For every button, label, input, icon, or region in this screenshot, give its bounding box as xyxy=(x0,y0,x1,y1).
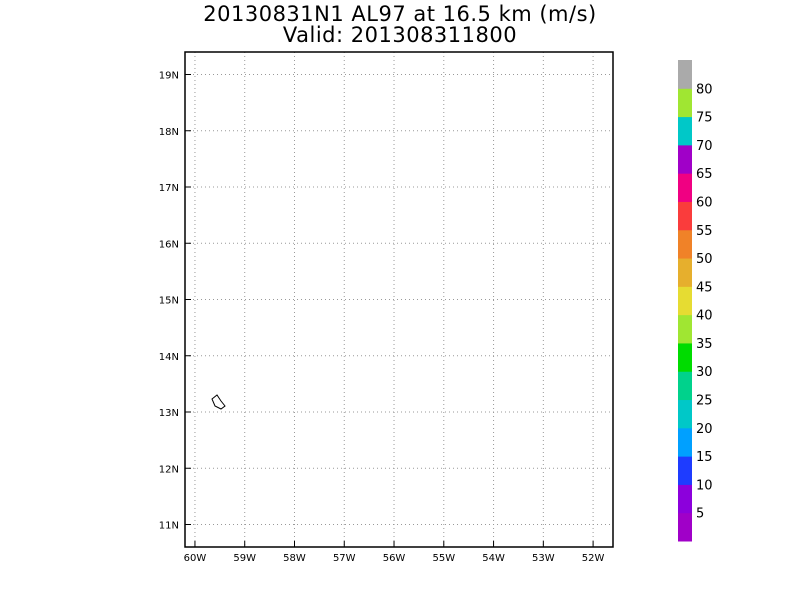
colorbar-swatch xyxy=(678,173,692,202)
lat-tick-label: 17N xyxy=(159,183,179,194)
colorbar-label: 60 xyxy=(696,195,713,210)
colorbar-label: 35 xyxy=(696,337,713,352)
lat-tick-label: 14N xyxy=(159,352,179,363)
colorbar-swatch xyxy=(678,512,692,542)
map-grid xyxy=(185,52,613,547)
latitude-ticks: 11N 12N 13N 14N 15N 16N 17N 18N 19N xyxy=(159,71,191,532)
colorbar-swatch xyxy=(678,456,692,485)
lon-tick-label: 53W xyxy=(532,553,555,564)
colorbar-swatch xyxy=(678,258,692,287)
lat-tick-label: 11N xyxy=(159,521,179,532)
colorbar-label: 75 xyxy=(696,111,713,126)
colorbar-label: 40 xyxy=(696,309,713,324)
colorbar-swatch xyxy=(678,116,692,146)
lon-tick-label: 60W xyxy=(184,553,207,564)
colorbar-swatch xyxy=(678,342,692,372)
colorbar-swatch xyxy=(678,88,692,118)
colorbar-swatch xyxy=(678,144,692,174)
colorbar-label: 80 xyxy=(696,82,713,97)
lat-tick-label: 18N xyxy=(159,127,179,138)
lat-tick-label: 13N xyxy=(159,408,179,419)
colorbar-label: 70 xyxy=(696,139,713,154)
colorbar-label: 65 xyxy=(696,167,713,182)
lon-tick-label: 57W xyxy=(333,553,356,564)
colorbar-swatch xyxy=(678,399,692,429)
longitude-ticks: 60W 59W 58W 57W 56W 55W 54W 53W 52W xyxy=(184,541,605,564)
colorbar-label: 55 xyxy=(696,224,713,239)
chart-title: 20130831N1 AL97 at 16.5 km (m/s) xyxy=(203,2,597,26)
lon-tick-label: 56W xyxy=(383,553,406,564)
colorbar: 5 10 15 20 25 30 35 40 45 50 55 60 65 70 75 80 xyxy=(678,60,713,542)
lon-tick-label: 52W xyxy=(582,553,605,564)
colorbar-swatch xyxy=(678,484,692,514)
lon-tick-label: 55W xyxy=(432,553,455,564)
lat-tick-label: 12N xyxy=(159,464,179,475)
colorbar-swatch xyxy=(678,201,692,231)
colorbar-label: 20 xyxy=(696,422,713,437)
barbados-island-outline xyxy=(211,394,226,410)
colorbar-swatch xyxy=(678,427,692,457)
colorbar-swatch xyxy=(678,229,692,259)
colorbar-label: 45 xyxy=(696,280,713,295)
colorbar-label: 15 xyxy=(696,450,713,465)
lat-tick-label: 19N xyxy=(159,71,179,82)
colorbar-swatch xyxy=(678,60,692,89)
colorbar-swatch xyxy=(678,371,692,401)
lon-tick-label: 59W xyxy=(233,553,256,564)
lon-tick-label: 58W xyxy=(283,553,306,564)
lon-tick-label: 54W xyxy=(482,553,505,564)
lat-tick-label: 16N xyxy=(159,239,179,250)
colorbar-label: 50 xyxy=(696,252,713,267)
colorbar-label: 5 xyxy=(696,507,704,522)
colorbar-swatch xyxy=(678,286,692,316)
chart-subtitle: Valid: 201308311800 xyxy=(282,23,518,47)
lat-tick-label: 15N xyxy=(159,296,179,307)
colorbar-label: 30 xyxy=(696,365,713,380)
colorbar-label: 10 xyxy=(696,478,713,493)
colorbar-label: 25 xyxy=(696,394,713,409)
colorbar-swatch xyxy=(678,314,692,344)
